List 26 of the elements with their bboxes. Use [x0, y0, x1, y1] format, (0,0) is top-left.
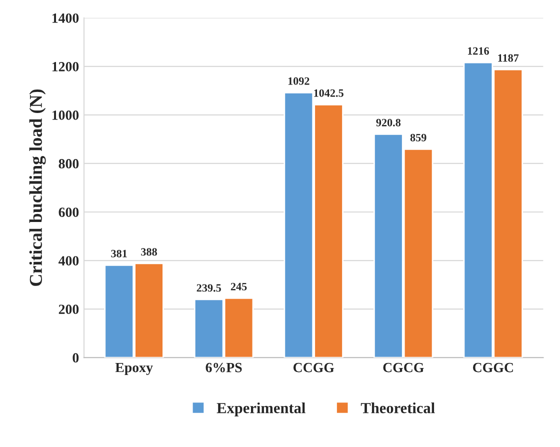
data-label: 388 [141, 248, 157, 256]
y-tick-label: 600 [58, 208, 79, 217]
x-tick-label: CGGC [472, 362, 513, 372]
data-label: 1216 [468, 47, 489, 55]
data-label: 859 [410, 134, 426, 142]
x-tick-label: CCGG [293, 362, 334, 372]
y-tick-label: 1200 [52, 62, 79, 72]
y-tick-label: 0 [72, 353, 79, 363]
y-tick-label: 1400 [52, 13, 79, 23]
x-tick-label: 6%PS [206, 362, 242, 372]
y-tick-label: 400 [58, 256, 79, 266]
y-axis-title: Critical buckling load (N) [29, 89, 46, 286]
data-label: 1042.5 [314, 89, 344, 97]
y-tick-label: 200 [58, 304, 79, 314]
data-label: 245 [230, 282, 247, 290]
data-label: 239.5 [196, 284, 221, 292]
data-label: 381 [111, 250, 127, 258]
legend-label: Experimental [216, 402, 306, 416]
x-tick-label: CGCG [383, 362, 424, 372]
data-label: 920.8 [376, 118, 401, 126]
y-tick-label: 1000 [52, 110, 79, 120]
y-tick-label: 800 [58, 159, 79, 168]
data-label: 1187 [498, 54, 519, 62]
x-tick-label: Epoxy [115, 362, 153, 376]
data-label: 1092 [288, 77, 310, 85]
legend-label: Theoretical [360, 402, 435, 414]
